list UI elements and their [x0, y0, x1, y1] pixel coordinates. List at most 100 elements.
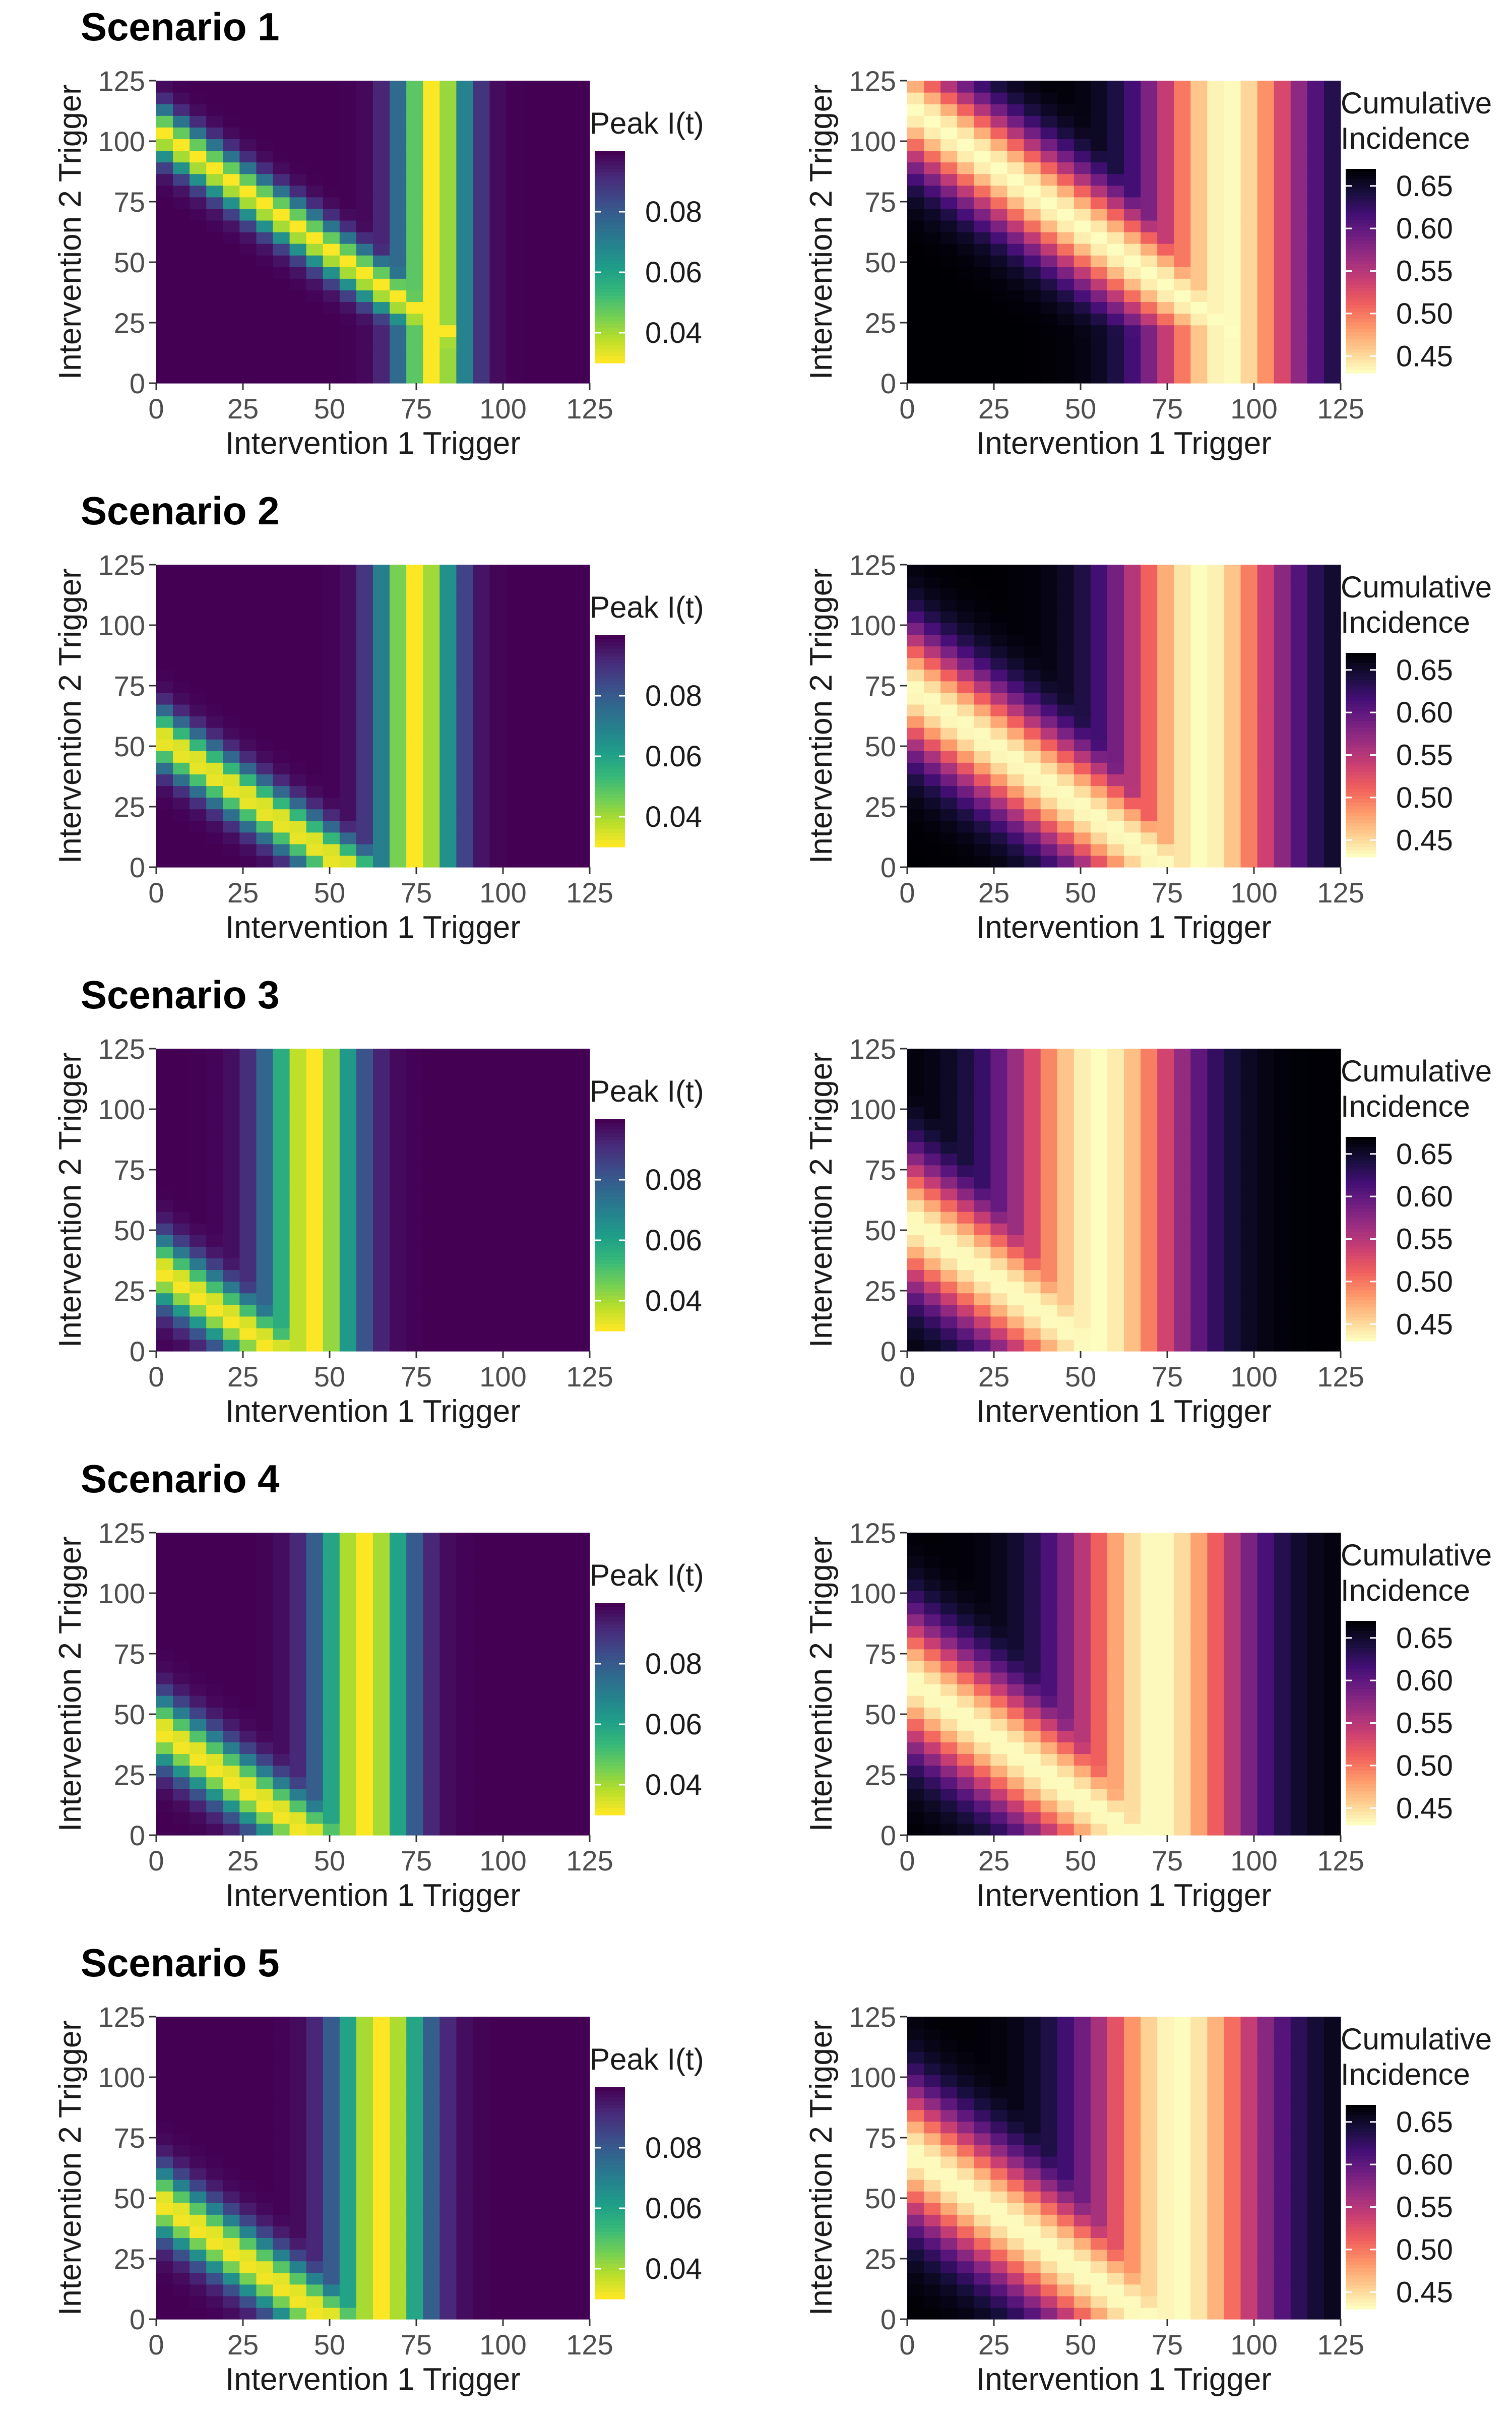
heatmap-cell [373, 1165, 390, 1177]
heatmap-cell [573, 1130, 590, 1142]
heatmap-cell [907, 588, 924, 600]
heatmap-cell [456, 104, 474, 116]
heatmap-cell [1290, 669, 1308, 682]
heatmap-cell [406, 739, 423, 751]
heatmap-cell [406, 1281, 423, 1294]
heatmap-cell [1107, 681, 1124, 693]
heatmap-cell [1190, 1118, 1208, 1131]
heatmap-cell [1074, 290, 1091, 302]
heatmap-cell [1307, 115, 1325, 128]
heatmap-cell [1174, 1060, 1191, 1072]
heatmap-cell [256, 1823, 274, 1836]
heatmap-cell [1174, 139, 1191, 151]
heatmap-cell [1057, 565, 1075, 577]
heatmap-cell [573, 797, 590, 810]
heatmap-cell [1141, 81, 1158, 93]
heatmap-cell [924, 301, 941, 314]
heatmap-cell [1107, 716, 1124, 728]
heatmap-cell [306, 1614, 324, 1626]
heatmap-cell [173, 1742, 190, 1754]
heatmap-cell [907, 1235, 924, 1247]
heatmap-cell [339, 1637, 357, 1650]
heatmap-cell [556, 681, 574, 693]
heatmap-cell [1090, 1339, 1108, 1352]
heatmap-cell [406, 1258, 423, 1270]
heatmap-cell [356, 232, 373, 244]
heatmap-cell [406, 336, 423, 349]
heatmap-cell [489, 588, 507, 600]
heatmap-cell [573, 220, 590, 232]
heatmap-cell [156, 139, 173, 151]
heatmap-cell [339, 173, 357, 186]
heatmap-cell [990, 81, 1008, 93]
heatmap-cell [1107, 623, 1124, 635]
heatmap-cell [1207, 1235, 1225, 1247]
heatmap-cell [523, 1304, 540, 1317]
heatmap-cell [173, 1153, 190, 1166]
heatmap-cell [924, 1083, 941, 1096]
heatmap-cell [1074, 1200, 1091, 1212]
heatmap-cell [323, 1118, 340, 1131]
heatmap-cell [990, 301, 1008, 314]
heatmap-cell [473, 832, 490, 844]
heatmap-cell [506, 1095, 524, 1107]
heatmap-cell [940, 1060, 958, 1072]
heatmap-cell [1157, 1060, 1174, 1072]
heatmap-cell [1024, 371, 1041, 384]
heatmap-cell [1324, 1141, 1341, 1154]
legend-tick-label: 0.04 [645, 801, 702, 833]
heatmap-cell [473, 1176, 490, 1189]
y-tick-label: 50 [114, 247, 145, 278]
heatmap-cell [323, 1800, 340, 1812]
color-legend: Peak I(t)0.040.060.08 [590, 590, 704, 848]
heatmap-cell [573, 139, 590, 151]
heatmap-cell [1257, 81, 1275, 93]
heatmap-cell [306, 162, 324, 174]
heatmap-cell [206, 1742, 223, 1754]
heatmap-cell [1074, 646, 1091, 658]
heatmap-cell [273, 1579, 290, 1591]
heatmap-cell [990, 1118, 1008, 1131]
legend-gradient-step [595, 190, 625, 194]
heatmap-cell [190, 267, 207, 279]
heatmap-cell [339, 1649, 357, 1661]
heatmap-cell [539, 1176, 557, 1189]
heatmap-cell [556, 797, 574, 810]
heatmap-cell [1124, 81, 1141, 93]
heatmap-cell [206, 255, 223, 267]
heatmap-cell [289, 1304, 307, 1317]
heatmap-cell [506, 255, 524, 267]
heatmap-cell [1124, 809, 1141, 821]
heatmap-cell [1224, 359, 1241, 372]
heatmap-cell [1040, 1212, 1058, 1224]
heatmap-cell [156, 809, 173, 821]
heatmap-cell [1090, 232, 1108, 244]
heatmap-cell [289, 197, 307, 209]
legend-gradient-step [1346, 319, 1376, 323]
heatmap-cell [1307, 336, 1325, 349]
heatmap-cell [306, 290, 324, 302]
heatmap-cell [1024, 162, 1041, 174]
heatmap-cell [1057, 1235, 1075, 1247]
heatmap-cell [423, 1269, 440, 1282]
heatmap-cell [390, 1188, 407, 1200]
heatmap-cell [957, 611, 974, 623]
heatmap-cell [573, 855, 590, 868]
heatmap-cell [1240, 267, 1258, 279]
legend-gradient-step [1346, 724, 1376, 729]
heatmap-cell [1307, 751, 1325, 763]
heatmap-cell [990, 809, 1008, 821]
heatmap-cell [1074, 371, 1091, 384]
heatmap-cell [373, 820, 390, 833]
heatmap-cell [206, 1327, 223, 1340]
heatmap-cell [1141, 185, 1158, 198]
heatmap-cell [1307, 1141, 1325, 1154]
heatmap-cell [1057, 576, 1075, 588]
heatmap-cell [289, 751, 307, 763]
heatmap-cell [339, 1049, 357, 1061]
heatmap-cell [239, 1339, 257, 1352]
heatmap-cell [940, 336, 958, 349]
heatmap-cell [439, 681, 457, 693]
heatmap-cell [390, 809, 407, 821]
heatmap-cell [1007, 1049, 1025, 1061]
